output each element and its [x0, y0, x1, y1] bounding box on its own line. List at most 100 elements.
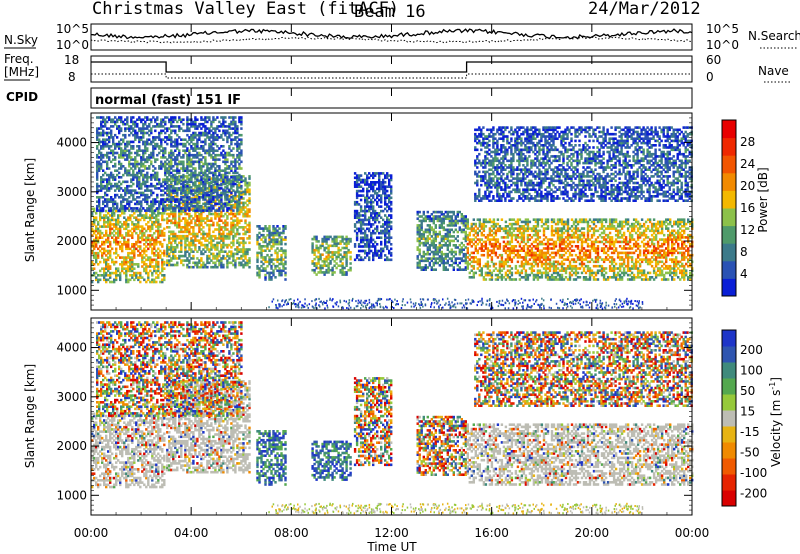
power-cell — [479, 218, 481, 221]
power-cell — [240, 262, 242, 265]
power-cell — [270, 254, 272, 257]
power-cell — [563, 263, 565, 266]
power-cell — [360, 245, 362, 248]
power-cell — [480, 142, 482, 145]
power-cell — [284, 272, 286, 275]
power-cell — [240, 226, 242, 229]
power-cell — [210, 217, 212, 220]
power-cell — [451, 248, 453, 251]
noise-tick-left-top: 10^5 — [56, 22, 89, 36]
power-cell — [256, 254, 258, 257]
power-cell — [421, 233, 423, 236]
power-cell — [180, 244, 182, 247]
power-cell — [489, 265, 491, 268]
power-cell — [109, 265, 111, 268]
power-cell — [325, 240, 327, 243]
power-cell — [639, 249, 641, 252]
power-cell — [360, 190, 362, 193]
power-cell — [647, 241, 649, 244]
power-cell — [504, 146, 506, 149]
power-cell — [127, 239, 129, 242]
power-cell — [238, 233, 240, 236]
power-cell — [119, 276, 121, 279]
power-cell — [232, 244, 234, 247]
power-cell — [509, 265, 511, 268]
power-cell — [192, 255, 194, 258]
power-cell — [360, 256, 362, 259]
power-cell — [577, 241, 579, 244]
power-cell — [491, 256, 493, 259]
power-cell — [242, 197, 244, 200]
power-cell — [115, 248, 117, 251]
power-cell — [190, 215, 192, 218]
power-cell — [475, 272, 477, 275]
power-cell — [476, 166, 478, 169]
power-cell — [573, 241, 575, 244]
power-cell — [349, 240, 351, 243]
power-cell — [605, 267, 607, 270]
power-cell — [390, 201, 392, 204]
power-cell — [278, 227, 280, 230]
nave-label: Nave — [758, 64, 789, 78]
power-cell — [380, 194, 382, 197]
power-cell — [661, 243, 663, 246]
power-cell — [349, 238, 351, 241]
power-cell — [360, 185, 362, 188]
power-cell — [180, 226, 182, 229]
power-cell — [133, 267, 135, 270]
power-cell — [601, 218, 603, 221]
power-cell — [631, 234, 633, 237]
power-cell — [284, 249, 286, 252]
nave-tick-right-top: 60 — [706, 53, 721, 67]
power-cell — [93, 267, 95, 270]
power-cell — [583, 232, 585, 235]
power-cell — [168, 226, 170, 229]
power-cell — [216, 244, 218, 247]
power-cell — [500, 186, 502, 189]
power-cell — [439, 231, 441, 234]
power-cell — [248, 222, 250, 225]
power-cell — [180, 259, 182, 262]
power-cell — [137, 263, 139, 266]
power-cell — [248, 257, 250, 260]
power-cell — [671, 254, 673, 257]
power-cell — [601, 241, 603, 244]
power-cell — [95, 216, 97, 219]
power-cell — [315, 236, 317, 239]
power-cell — [268, 227, 270, 230]
noise-tick-right-top: 10^5 — [706, 22, 739, 36]
power-cell — [481, 267, 483, 270]
power-cell — [487, 261, 489, 264]
power-cell — [541, 261, 543, 264]
power-cell — [115, 276, 117, 279]
power-cell — [661, 278, 663, 281]
power-cell — [529, 221, 531, 224]
beam-label: Beam 16 — [354, 2, 426, 22]
power-cell — [264, 225, 266, 228]
power-cell — [482, 126, 484, 129]
power-cell — [605, 272, 607, 275]
power-cell — [583, 227, 585, 230]
power-cell — [206, 266, 208, 269]
power-cell — [280, 254, 282, 257]
power-cell — [453, 266, 455, 269]
power-cell — [390, 185, 392, 188]
power-cell — [465, 231, 467, 234]
power-cell — [341, 262, 343, 265]
power-cell — [480, 149, 482, 152]
power-cell — [541, 241, 543, 244]
nave-tick-right-bottom: 0 — [706, 70, 714, 84]
power-cell — [214, 217, 216, 220]
plot-title: Christmas Valley East (fitACF) — [92, 0, 399, 19]
power-cell — [501, 254, 503, 257]
power-cell — [226, 228, 228, 231]
power-cell — [629, 241, 631, 244]
power-cell — [163, 267, 165, 270]
noise-search-label: N.Search — [748, 29, 800, 43]
power-cell — [360, 214, 362, 217]
power-cell — [511, 241, 513, 244]
power-cell — [481, 223, 483, 226]
power-cell — [360, 205, 362, 208]
power-cell — [127, 223, 129, 226]
power-cell — [605, 218, 607, 221]
